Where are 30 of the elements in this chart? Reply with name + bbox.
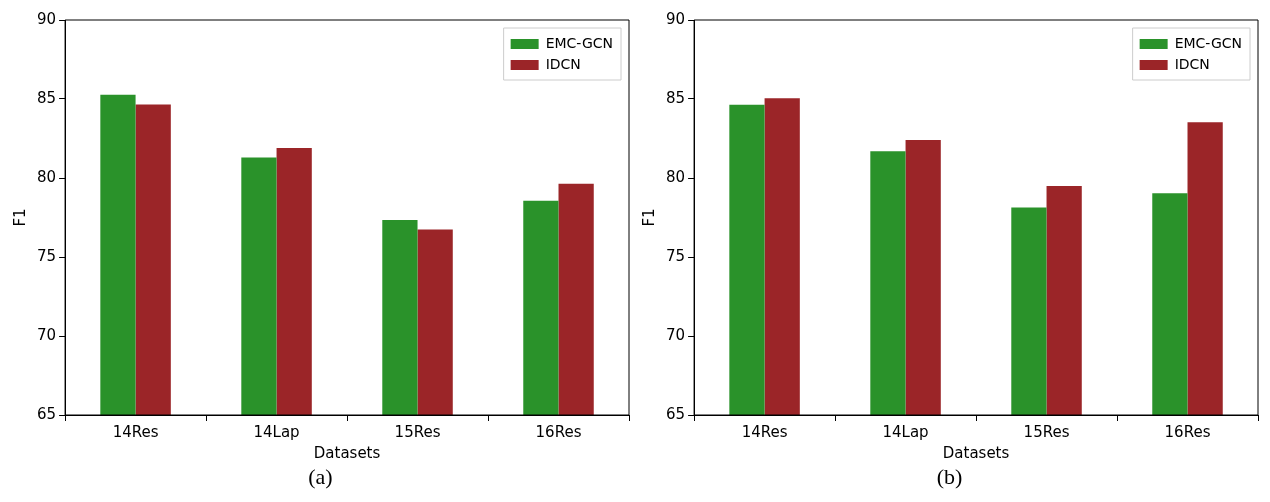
x-axis-title: Datasets [313,443,381,462]
legend-label: EMC-GCN [545,34,614,51]
y-tick-label: 65 [665,404,686,423]
x-tick-label: 16Res [1164,422,1211,441]
y-tick-label: 75 [665,246,686,265]
text: (b) [935,463,964,491]
y-tick-label: 70 [36,325,57,344]
x-tick-label: 14Lap [253,422,300,441]
legend-label: IDCN [545,55,581,72]
y-tick-label: 65 [36,404,57,423]
legend-label: IDCN [1174,55,1210,72]
y-tick-label: 90 [665,9,686,28]
y-axis-title: F1 [639,208,658,227]
y-tick-label: 85 [665,88,686,107]
y-tick-label: 70 [665,325,686,344]
y-tick-label: 80 [665,167,686,186]
x-tick-label: 14Res [112,422,159,441]
x-tick-label: 15Res [1023,422,1070,441]
y-tick-label: 80 [36,167,57,186]
text: (a) [307,463,334,491]
y-tick-label: 90 [36,9,57,28]
x-tick-label: 15Res [394,422,441,441]
x-axis-title: Datasets [942,443,1010,462]
x-tick-label: 14Res [741,422,788,441]
y-tick-label: 85 [36,88,57,107]
y-tick-label: 75 [36,246,57,265]
legend-label: EMC-GCN [1174,34,1243,51]
x-tick-label: 16Res [535,422,582,441]
y-axis-title: F1 [10,208,29,227]
x-tick-label: 14Lap [882,422,929,441]
